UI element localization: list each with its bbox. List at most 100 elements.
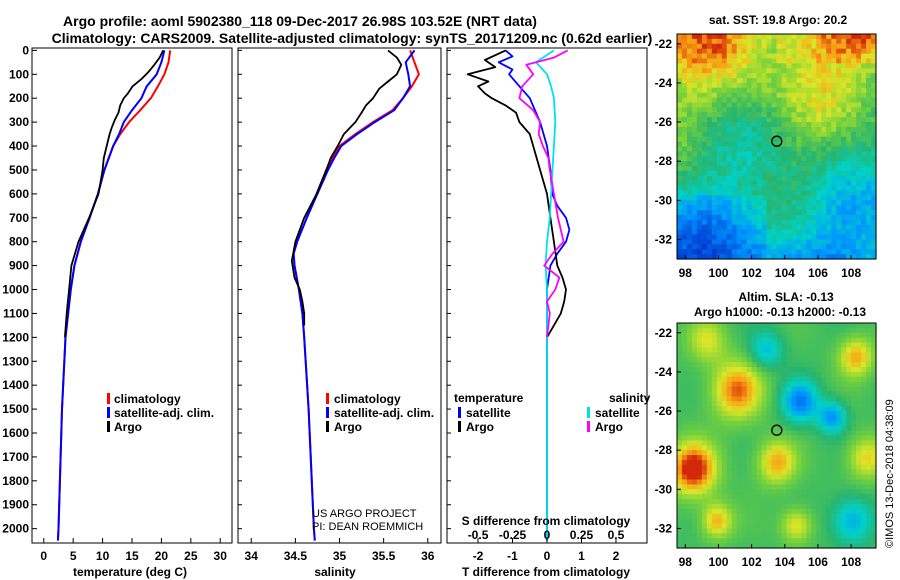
salinity-lines	[290, 49, 420, 541]
difference-ticks: -2 -1 0 1 2	[473, 538, 620, 563]
sla-map-cell	[756, 391, 763, 397]
sst-map-cell	[756, 156, 763, 162]
sla-map-cell	[766, 455, 773, 461]
sst-map-cell	[696, 224, 703, 231]
sst-map-cell	[751, 78, 758, 84]
sst-map-cell	[771, 156, 778, 162]
sst-map-cell	[841, 63, 847, 69]
sst-map-cell	[831, 195, 837, 201]
sst-map-cell	[821, 112, 827, 118]
sst-map-cell	[761, 38, 768, 45]
sst-map-cell	[716, 244, 723, 250]
sla-map-cell	[836, 528, 842, 534]
sla-map-cell	[686, 323, 693, 329]
sst-map-cell	[736, 239, 743, 245]
sst-map-cell	[826, 175, 832, 182]
sla-map-cell	[677, 435, 683, 441]
sst-map-cell	[871, 151, 877, 157]
sst-map-cell	[871, 166, 877, 172]
sst-map-cell	[721, 58, 728, 64]
sla-map-cell	[851, 445, 857, 451]
sla-map-cell	[871, 337, 877, 344]
sla-map-cell	[841, 499, 847, 505]
sla-map-cell	[681, 489, 688, 495]
sla-map-cell	[841, 474, 847, 481]
sla-map-cell	[711, 479, 718, 486]
sst-map-cell	[831, 92, 837, 99]
sst-map-cell	[801, 180, 807, 187]
sla-map-cell	[761, 332, 768, 339]
sst-map-cell	[696, 107, 703, 113]
sla-map-cell	[816, 435, 822, 441]
sst-map-cell	[716, 210, 723, 216]
sla-map-cell	[781, 371, 788, 378]
sla-map-cell	[851, 371, 857, 378]
sla-map-cell	[741, 362, 748, 368]
sla-map-cell	[851, 455, 857, 461]
sst-map-cell	[766, 136, 773, 143]
sla-map-cell	[736, 435, 743, 441]
sla-map-cell	[831, 406, 837, 412]
sla-map-cell	[731, 523, 738, 530]
sla-map-cell	[731, 533, 738, 539]
sst-map-cell	[681, 126, 688, 133]
sla-map-cell	[771, 489, 778, 495]
sst-map-cell	[836, 254, 842, 260]
sla-map-cell	[776, 352, 783, 358]
sst-map-cell	[746, 53, 753, 60]
sla-map-cell	[701, 396, 708, 402]
sla-map-cell	[721, 513, 728, 520]
sst-map-cell	[751, 205, 758, 211]
sla-map-cell	[771, 347, 778, 353]
sla-map-cell	[806, 362, 812, 368]
salinity-panel: 34 34.5 35 35.5 36 salinity climatology sate…	[237, 47, 442, 579]
sst-map-cell	[726, 73, 733, 79]
sst-map-cell	[866, 78, 872, 84]
sst-map-cell	[721, 210, 728, 216]
sla-map-cell	[866, 376, 872, 383]
sla-map-cell	[816, 342, 822, 349]
sst-map-cell	[706, 63, 713, 69]
sst-map-cell	[677, 78, 683, 84]
sla-map-cell	[856, 327, 862, 334]
sst-map-cell	[686, 126, 693, 133]
sst-map-cell	[836, 87, 842, 94]
sst-map-cell	[701, 112, 708, 118]
sst-map-cell	[716, 122, 723, 128]
sla-map-cell	[766, 489, 773, 495]
sla-map-cell	[776, 401, 783, 407]
sla-map-cell	[766, 386, 773, 393]
sla-map-cell	[866, 543, 872, 549]
sla-map-cell	[821, 499, 827, 505]
sst-map-cell	[866, 92, 872, 99]
sla-map-cell	[796, 459, 802, 466]
sst-map-cell	[741, 249, 748, 255]
sst-map-cell	[791, 117, 797, 123]
sla-map-cell	[836, 459, 842, 466]
sla-map-cell	[861, 401, 867, 407]
sla-map-cell	[731, 479, 738, 486]
sst-map-cell	[741, 78, 748, 84]
sst-map-cell	[731, 170, 738, 177]
sla-map-cell	[841, 430, 847, 437]
sst-map-cell	[846, 156, 852, 162]
sst-map-cell	[791, 38, 797, 45]
sst-map-cell	[776, 234, 783, 241]
sla-map-cell	[806, 494, 812, 500]
sla-map-cell	[866, 367, 872, 373]
sla-map-cell	[746, 489, 753, 495]
sla-map-cell	[846, 401, 852, 407]
sst-map-cell	[751, 53, 758, 60]
sla-map-cell	[786, 455, 793, 461]
sla-map-cell	[771, 357, 778, 363]
sla-map-cell	[756, 435, 763, 441]
sst-map-cell	[831, 97, 837, 104]
sla-map-cell	[711, 499, 718, 505]
sla-map-cell	[706, 489, 713, 495]
sla-map-cell	[786, 445, 793, 451]
sla-map-cell	[861, 538, 867, 544]
sst-map-cell	[856, 141, 862, 148]
sst-map-cell	[841, 136, 847, 143]
sla-map-cell	[761, 342, 768, 349]
s-difference-tick-label: -0.25	[499, 528, 527, 542]
